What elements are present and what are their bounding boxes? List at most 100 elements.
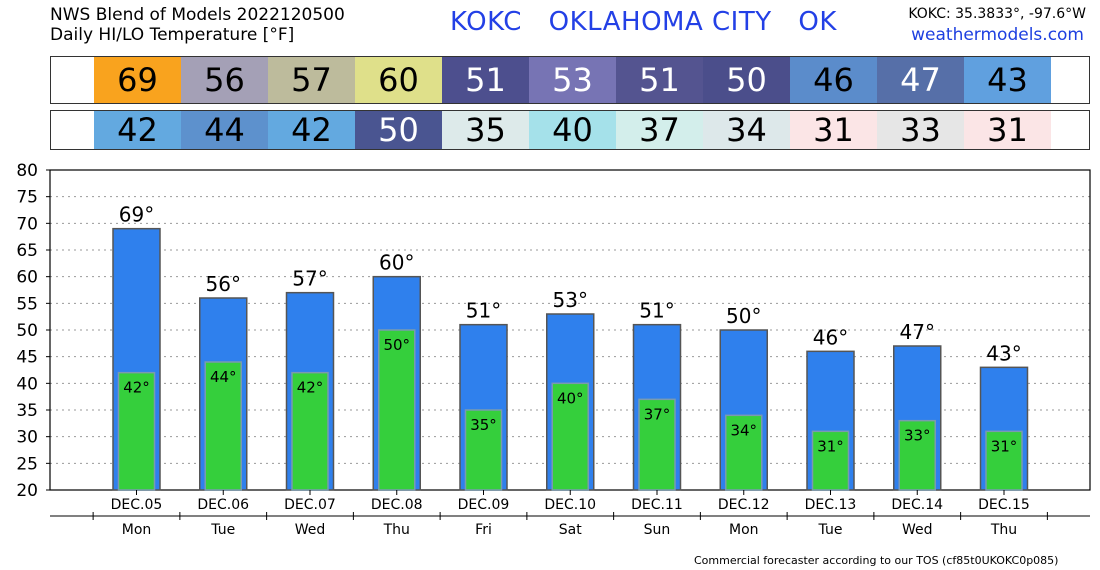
high-temp-cell: 43 xyxy=(964,57,1051,103)
high-temp-cell: 53 xyxy=(529,57,616,103)
day-label: Thu xyxy=(990,522,1017,538)
high-temp-label: 69° xyxy=(119,203,154,227)
y-tick-label: 35 xyxy=(16,401,38,421)
temperature-bar-chart: 20 25 30 35 40 45 50 55 60 65 70 75 80 69° 42° 56° 44° 57… xyxy=(16,161,1091,538)
low-temp-bar xyxy=(117,371,156,491)
x-tick-label: DEC.15 xyxy=(978,497,1030,513)
low-temp-bar xyxy=(551,382,589,491)
y-tick-label: 45 xyxy=(16,348,38,368)
low-temp-cell: 31 xyxy=(790,111,877,149)
high-temp-label: 53° xyxy=(553,288,588,312)
high-temp-label: 51° xyxy=(466,299,501,323)
high-temp-cell: 57 xyxy=(268,57,355,103)
day-label: Wed xyxy=(295,522,326,538)
low-temp-bar xyxy=(638,398,676,491)
low-temp-cell: 37 xyxy=(616,111,703,149)
high-temp-cell: 60 xyxy=(355,57,442,103)
y-tick-label: 70 xyxy=(16,214,38,234)
x-tick-label: DEC.13 xyxy=(805,497,857,513)
station-coordinates: KOKC: 35.3833°, -97.6°W xyxy=(908,6,1086,22)
x-tick-label: DEC.09 xyxy=(458,497,510,513)
high-temp-cell: 50 xyxy=(703,57,790,103)
x-tick-label: DEC.10 xyxy=(544,497,596,513)
high-temp-label: 43° xyxy=(986,341,1021,365)
x-tick-label: DEC.11 xyxy=(631,497,683,513)
x-tick-label: DEC.14 xyxy=(891,497,943,513)
y-tick-label: 80 xyxy=(16,161,38,181)
low-temp-bar xyxy=(204,361,242,491)
station-code: KOKC xyxy=(450,7,522,37)
station-state: OK xyxy=(798,7,837,37)
low-temp-label: 42° xyxy=(123,379,150,397)
low-temp-label: 50° xyxy=(383,336,410,354)
high-temperature-strip: 69 56 57 60 51 53 51 50 46 47 43 xyxy=(50,56,1090,104)
low-temp-label: 35° xyxy=(470,416,497,434)
station-title: KOKC OKLAHOMA CITY OK xyxy=(450,7,855,37)
footer-note: Commercial forecaster according to our T… xyxy=(694,554,1059,567)
low-temperature-strip: 42 44 42 50 35 40 37 34 31 33 31 xyxy=(50,110,1090,150)
high-temp-cell: 47 xyxy=(877,57,964,103)
day-label: Wed xyxy=(902,522,933,538)
chart-title-variable: Daily HI/LO Temperature [°F] xyxy=(50,25,295,45)
y-tick-label: 65 xyxy=(16,241,38,261)
y-tick-label: 55 xyxy=(16,294,38,314)
low-temp-cell: 42 xyxy=(94,111,181,149)
day-label: Tue xyxy=(818,522,843,538)
x-tick-label: DEC.08 xyxy=(371,497,423,513)
chart-title-model: NWS Blend of Models 2022120500 xyxy=(50,5,345,25)
y-tick-label: 75 xyxy=(16,188,38,208)
low-temp-bar xyxy=(898,419,936,491)
high-temp-cell: 51 xyxy=(616,57,703,103)
low-temp-label: 31° xyxy=(817,437,844,455)
day-label: Sat xyxy=(559,522,582,538)
x-tick-label: DEC.07 xyxy=(284,497,336,513)
low-temp-cell: 42 xyxy=(268,111,355,149)
low-temp-bar xyxy=(811,430,850,491)
low-temp-label: 44° xyxy=(210,368,237,386)
high-temp-label: 56° xyxy=(206,272,241,296)
high-temp-label: 50° xyxy=(726,304,761,328)
low-temp-cell: 31 xyxy=(964,111,1051,149)
low-temp-label: 42° xyxy=(297,379,324,397)
low-temp-cell: 33 xyxy=(877,111,964,149)
y-tick-label: 50 xyxy=(16,321,38,341)
low-temp-bar xyxy=(378,329,416,491)
day-label: Fri xyxy=(475,522,492,538)
x-tick-label: DEC.05 xyxy=(111,497,163,513)
day-label: Mon xyxy=(122,522,152,538)
low-temp-bar xyxy=(725,414,763,491)
y-tick-label: 25 xyxy=(16,454,38,474)
high-temp-label: 47° xyxy=(900,320,935,344)
x-tick-label: DEC.12 xyxy=(718,497,770,513)
low-temp-label: 40° xyxy=(557,389,584,407)
day-label: Tue xyxy=(210,522,235,538)
low-temp-bar xyxy=(464,409,503,491)
high-temp-cell: 46 xyxy=(790,57,877,103)
low-temp-bar xyxy=(985,430,1023,491)
high-temp-label: 46° xyxy=(813,325,848,349)
low-temp-cell: 34 xyxy=(703,111,790,149)
low-temp-label: 34° xyxy=(730,421,757,439)
day-label: Sun xyxy=(644,522,671,538)
high-temp-label: 51° xyxy=(639,299,674,323)
day-label: Thu xyxy=(383,522,410,538)
low-temp-cell: 35 xyxy=(442,111,529,149)
low-temp-label: 37° xyxy=(644,405,671,423)
high-temp-label: 60° xyxy=(379,251,414,275)
website-link[interactable]: weathermodels.com xyxy=(911,25,1084,45)
x-tick-label: DEC.06 xyxy=(197,497,249,513)
high-temp-label: 57° xyxy=(292,267,327,291)
low-temp-label: 31° xyxy=(991,437,1018,455)
low-temp-cell: 50 xyxy=(355,111,442,149)
high-temp-cell: 69 xyxy=(94,57,181,103)
y-tick-label: 30 xyxy=(16,428,38,448)
low-temp-bar xyxy=(291,371,329,491)
station-name: OKLAHOMA CITY xyxy=(548,7,772,37)
y-tick-label: 20 xyxy=(16,481,38,501)
y-tick-label: 40 xyxy=(16,374,38,394)
y-tick-label: 60 xyxy=(16,268,38,288)
low-temp-cell: 44 xyxy=(181,111,268,149)
low-temp-cell: 40 xyxy=(529,111,616,149)
high-temp-cell: 51 xyxy=(442,57,529,103)
low-temp-label: 33° xyxy=(904,427,931,445)
